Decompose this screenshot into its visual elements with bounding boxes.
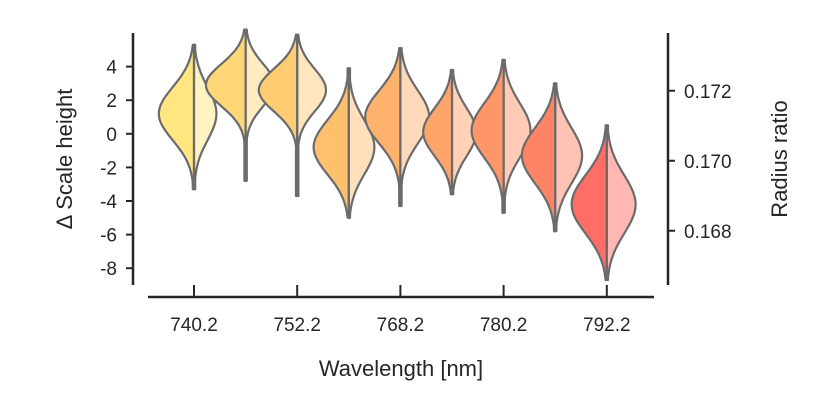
- violin-outline-left: [520, 82, 557, 233]
- violin-outline-right: [296, 33, 328, 198]
- x-axis-title: Wavelength [nm]: [319, 356, 483, 381]
- violin-outline-right: [244, 28, 276, 182]
- left-y-tick-label: 4: [106, 58, 117, 79]
- violin-right-half: [194, 44, 217, 190]
- right-y-tick-label: 0.172: [684, 82, 732, 103]
- violin-outline-left: [312, 67, 350, 219]
- violin-outline-left: [364, 47, 402, 208]
- left-y-tick-label: -8: [100, 259, 117, 280]
- left-y-ticks: 4 2 0 -2 -4 -6 -8: [100, 58, 133, 280]
- right-y-tick-label: 0.170: [684, 152, 732, 173]
- violin-right-half: [503, 59, 531, 213]
- right-y-ticks: 0.172 0.170 0.168: [668, 82, 732, 243]
- violin-left-half: [521, 83, 556, 232]
- violin-outline-right: [347, 67, 376, 219]
- right-y-axis-title: Radius ratio: [767, 100, 792, 217]
- violin-left-half: [423, 69, 452, 195]
- x-tick-label: 752.2: [273, 315, 321, 336]
- left-y-tick-label: 0: [106, 125, 117, 146]
- violin-outline-left: [570, 124, 608, 282]
- violins-group: [157, 28, 637, 282]
- violin-outline-left: [257, 33, 299, 198]
- left-y-tick-label: -6: [100, 226, 117, 247]
- x-tick-label: 768.2: [377, 315, 425, 336]
- violin-outline-left: [422, 68, 454, 196]
- violin-left-half: [205, 29, 246, 181]
- violin-outline-left: [204, 28, 247, 182]
- left-y-tick-label: -2: [100, 158, 117, 179]
- violin-right-half: [348, 68, 375, 218]
- left-y-tick-label: -4: [100, 192, 117, 213]
- violin-right-half: [245, 29, 275, 181]
- violin-outline-right: [605, 124, 637, 282]
- left-y-axis-title: Δ Scale height: [52, 89, 77, 230]
- x-tick-label: 792.2: [583, 315, 631, 336]
- violin-right-half: [452, 69, 477, 195]
- violin-outline-right: [192, 43, 218, 191]
- violin-outline-left: [470, 58, 505, 214]
- violin-left-half: [471, 59, 504, 213]
- violin-left-half: [365, 48, 401, 207]
- x-ticks: 740.2 752.2 768.2 780.2 792.2: [170, 285, 631, 336]
- x-tick-label: 740.2: [170, 315, 218, 336]
- violin-right-half: [555, 83, 583, 232]
- violin-right-half: [400, 48, 430, 207]
- left-y-tick-label: 2: [106, 91, 117, 112]
- right-y-tick-label: 0.168: [684, 222, 732, 243]
- violin-outline-left: [157, 43, 196, 191]
- violin-outline-right: [554, 82, 584, 233]
- violin-left-half: [571, 125, 607, 281]
- violin-right-half: [606, 125, 636, 281]
- x-tick-label: 780.2: [480, 315, 528, 336]
- violin-left-half: [158, 44, 194, 190]
- violin-left-half: [313, 68, 349, 218]
